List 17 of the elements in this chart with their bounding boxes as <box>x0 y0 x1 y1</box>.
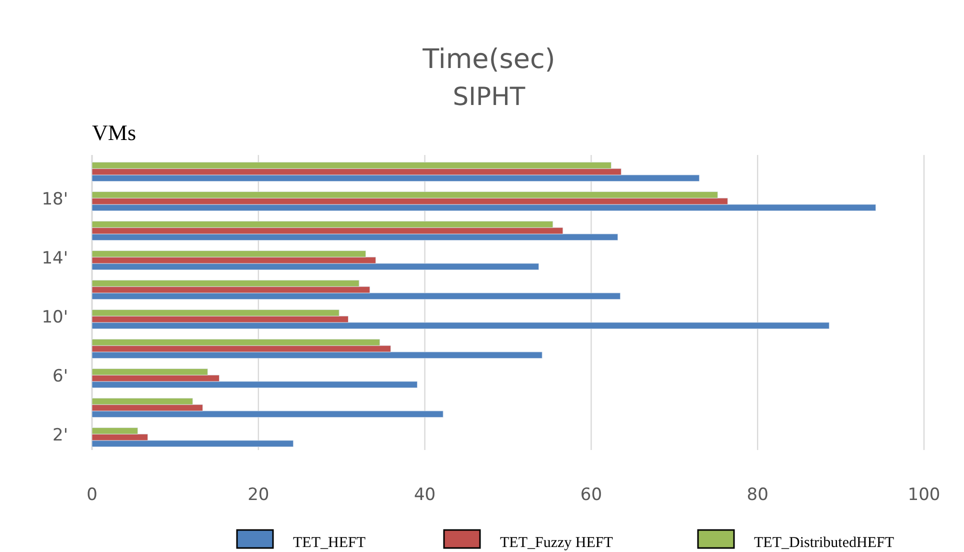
legend-label: TET_DistributedHEFT <box>754 535 894 551</box>
y-axis-title: VMs <box>92 120 136 145</box>
chart-subtitle: SIPHT <box>452 82 526 111</box>
legend-label: TET_HEFT <box>293 535 366 551</box>
x-tick-label: 60 <box>580 485 602 506</box>
x-tick-label: 80 <box>746 485 768 506</box>
legend-label: TET_Fuzzy HEFT <box>500 535 613 551</box>
chart-title: Time(sec) <box>422 44 556 75</box>
y-tick-label: 18' <box>42 190 68 210</box>
x-tick-label: 20 <box>248 485 270 506</box>
x-tick-label: 0 <box>86 485 98 506</box>
x-tick-label: 100 <box>908 485 940 506</box>
y-tick-label: 6' <box>52 366 68 387</box>
x-tick-label: 40 <box>414 485 436 506</box>
y-tick-label: 10' <box>42 308 68 328</box>
y-tick-label: 14' <box>42 248 68 269</box>
y-tick-label: 2' <box>52 426 68 446</box>
